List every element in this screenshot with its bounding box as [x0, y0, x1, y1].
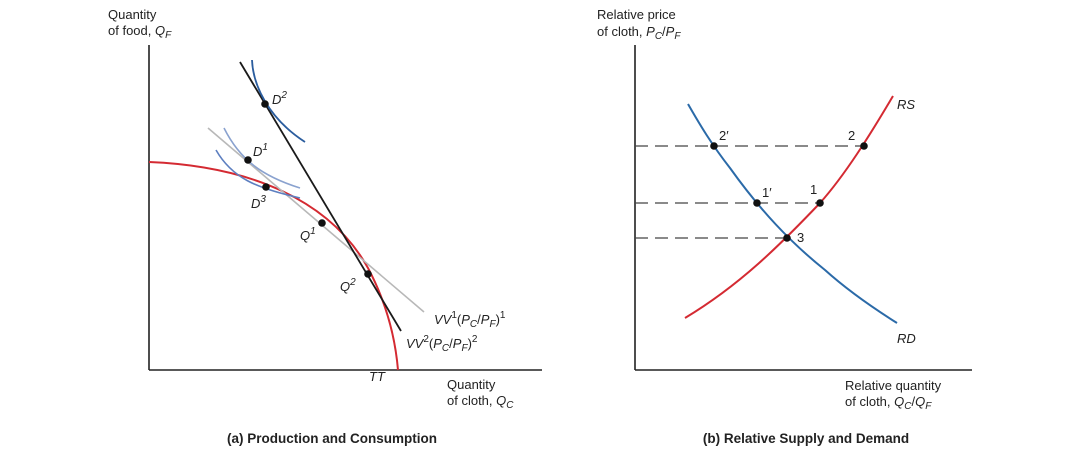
- panel-b-y-label-line1: Relative price: [597, 7, 676, 22]
- indifference-curve-d1: [223, 127, 301, 189]
- label-3: 3: [797, 230, 804, 245]
- panel-b-x-label-line1: Relative quantity: [845, 378, 942, 393]
- tt-label: TT: [369, 369, 386, 384]
- rs-label: RS: [897, 97, 915, 112]
- label-1: 1: [810, 182, 817, 197]
- point-1-prime: [753, 199, 761, 207]
- rs-curve: [684, 95, 894, 319]
- label-1-prime: 1′: [762, 185, 772, 200]
- panel-a-x-label-line2: of cloth, QC: [447, 393, 514, 411]
- label-vv2: VV2(PC/PF)2: [406, 334, 478, 354]
- point-3: [783, 234, 791, 242]
- label-q2: Q2: [340, 277, 356, 294]
- panel-b-y-label-line2: of cloth, PC/PF: [597, 24, 681, 42]
- point-q1: [318, 219, 326, 227]
- point-2-prime: [710, 142, 718, 150]
- label-q1: Q1: [300, 226, 316, 243]
- panel-a-production-consumption: Quantity of food, QF Quantity of cloth, …: [108, 7, 542, 446]
- point-2: [860, 142, 868, 150]
- panel-b-caption: (b) Relative Supply and Demand: [703, 431, 909, 446]
- rd-label: RD: [897, 331, 916, 346]
- point-d2: [261, 100, 269, 108]
- label-vv1: VV1(PC/PF)1: [434, 310, 506, 330]
- label-d1: D1: [253, 142, 268, 159]
- point-q2: [364, 270, 372, 278]
- panel-a-y-label-line2: of food, QF: [108, 23, 172, 41]
- tt-frontier-curve: [148, 161, 399, 371]
- point-d3: [262, 183, 270, 191]
- point-1: [816, 199, 824, 207]
- rd-curve: [687, 103, 898, 324]
- indifference-curve-d3: [215, 149, 301, 199]
- panel-a-y-label-line1: Quantity: [108, 7, 157, 22]
- panel-b-relative-supply-demand: Relative price of cloth, PC/PF Relative …: [597, 7, 972, 446]
- point-d1: [244, 156, 252, 164]
- label-2-prime: 2′: [719, 128, 729, 143]
- label-2: 2: [848, 128, 855, 143]
- panel-a-x-label-line1: Quantity: [447, 377, 496, 392]
- panel-a-caption: (a) Production and Consumption: [227, 431, 437, 446]
- vv1-isovalue-line: [207, 127, 425, 313]
- label-d2: D2: [272, 90, 287, 107]
- label-d3: D3: [251, 194, 266, 211]
- panel-b-x-label-line2: of cloth, QC/QF: [845, 394, 932, 412]
